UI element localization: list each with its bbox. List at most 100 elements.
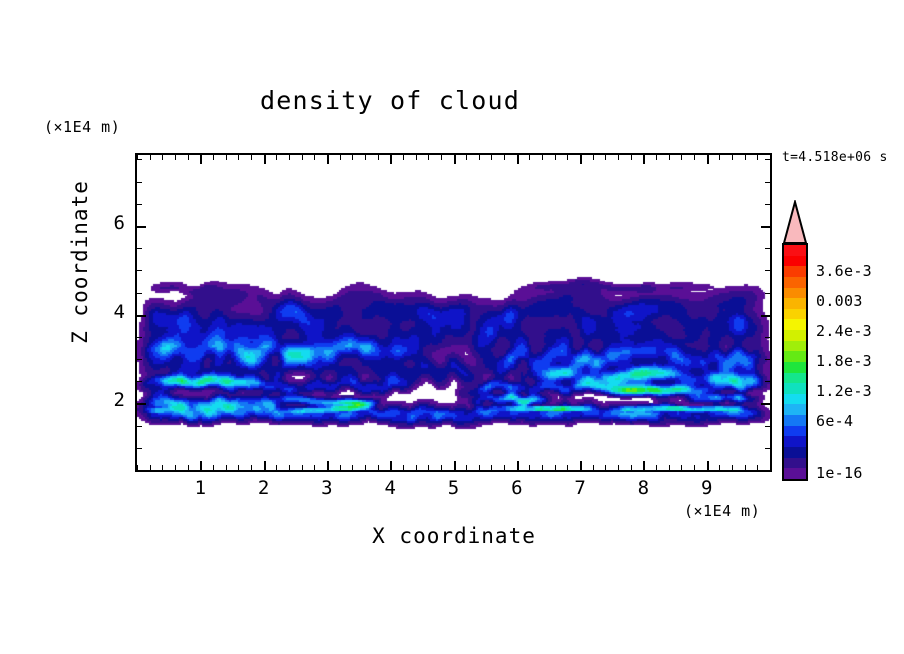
colorbar-overflow-arrow [782, 200, 808, 244]
axis-tick [765, 270, 770, 272]
colorbar-tick-label: 1.8e-3 [816, 352, 872, 370]
axis-tick [765, 425, 770, 427]
colorbar-band [784, 287, 806, 299]
y-axis-title: Z coordinate [68, 180, 92, 344]
axis-tick [263, 155, 266, 164]
x-axis-units-label: (×1E4 m) [684, 502, 761, 520]
axis-tick [440, 155, 442, 160]
axis-tick [137, 403, 146, 406]
axis-tick [567, 155, 569, 160]
axis-tick [765, 292, 770, 294]
axis-tick [137, 181, 142, 183]
axis-tick [744, 465, 746, 470]
axis-tick [137, 203, 142, 205]
colorbar-tick-label: 6e-4 [816, 412, 854, 430]
axis-tick [174, 465, 176, 470]
axis-tick [491, 155, 493, 160]
axis-tick [352, 155, 354, 160]
axis-tick [137, 225, 146, 228]
axis-tick [529, 465, 531, 470]
axis-tick [390, 461, 393, 470]
axis-tick [630, 155, 632, 160]
colorbar-band [784, 457, 806, 469]
axis-tick [250, 465, 252, 470]
axis-tick [542, 155, 544, 160]
axis-tick [137, 159, 142, 161]
axis-tick [618, 155, 620, 160]
colorbar-tick-label: 0.003 [816, 292, 863, 310]
axis-tick [137, 470, 142, 471]
colorbar-band [784, 255, 806, 267]
axis-tick [428, 465, 430, 470]
axis-tick [761, 225, 770, 228]
x-tick-label: 8 [637, 477, 650, 499]
axis-tick [630, 465, 632, 470]
axis-tick [187, 155, 189, 160]
axis-tick [694, 155, 696, 160]
axis-tick [137, 314, 146, 317]
axis-tick [276, 465, 278, 470]
axis-tick [592, 465, 594, 470]
axis-tick [162, 465, 164, 470]
axis-tick [542, 465, 544, 470]
colorbar-tick-label: 3.6e-3 [816, 262, 872, 280]
axis-tick [529, 155, 531, 160]
colorbar-tick-label: 1e-16 [816, 464, 863, 482]
axis-tick [225, 155, 227, 160]
colorbar-band [784, 276, 806, 288]
colorbar-band [784, 436, 806, 447]
x-tick-label: 9 [700, 477, 713, 499]
axis-tick [453, 461, 456, 470]
axis-tick [765, 470, 770, 471]
x-tick-label: 5 [447, 477, 460, 499]
axis-tick [149, 465, 151, 470]
colorbar-tick-label: 2.4e-3 [816, 322, 872, 340]
axis-tick [212, 465, 214, 470]
axis-tick [706, 155, 709, 164]
x-tick-label: 1 [194, 477, 207, 499]
axis-tick [761, 314, 770, 317]
colorbar-band [784, 468, 806, 479]
x-tick-label: 3 [321, 477, 333, 499]
axis-tick [681, 465, 683, 470]
colorbar-band [784, 298, 806, 309]
y-tick-label: 2 [113, 389, 125, 412]
y-tick-label: 4 [113, 300, 125, 323]
axis-tick [605, 155, 607, 160]
y-tick-label: 6 [113, 211, 125, 234]
axis-tick [765, 248, 770, 250]
axis-tick [732, 465, 734, 470]
colorbar-band [784, 446, 806, 458]
axis-tick [212, 155, 214, 160]
colorbar-band [784, 245, 806, 256]
colorbar[interactable] [782, 243, 808, 481]
axis-tick [137, 447, 142, 449]
plot-area[interactable] [135, 153, 772, 472]
axis-tick [618, 465, 620, 470]
colorbar-band [784, 361, 806, 373]
axis-tick [757, 465, 759, 470]
axis-tick [478, 465, 480, 470]
colorbar-band [784, 404, 806, 415]
axis-tick [765, 181, 770, 183]
axis-tick [765, 159, 770, 161]
axis-tick [643, 461, 646, 470]
axis-tick [694, 465, 696, 470]
colorbar-band [784, 425, 806, 437]
axis-tick [137, 425, 142, 427]
axis-tick [744, 155, 746, 160]
colorbar-band [784, 415, 806, 426]
colorbar-band [784, 266, 806, 277]
axis-tick [137, 381, 142, 383]
x-tick-label: 4 [384, 477, 396, 499]
axis-tick [765, 447, 770, 449]
colorbar-band [784, 393, 806, 405]
axis-tick [377, 465, 379, 470]
axis-tick [276, 155, 278, 160]
axis-tick [504, 465, 506, 470]
axis-tick [137, 359, 142, 361]
axis-tick [770, 465, 771, 470]
axis-tick [605, 465, 607, 470]
colorbar-band [784, 383, 806, 394]
axis-tick [706, 461, 709, 470]
